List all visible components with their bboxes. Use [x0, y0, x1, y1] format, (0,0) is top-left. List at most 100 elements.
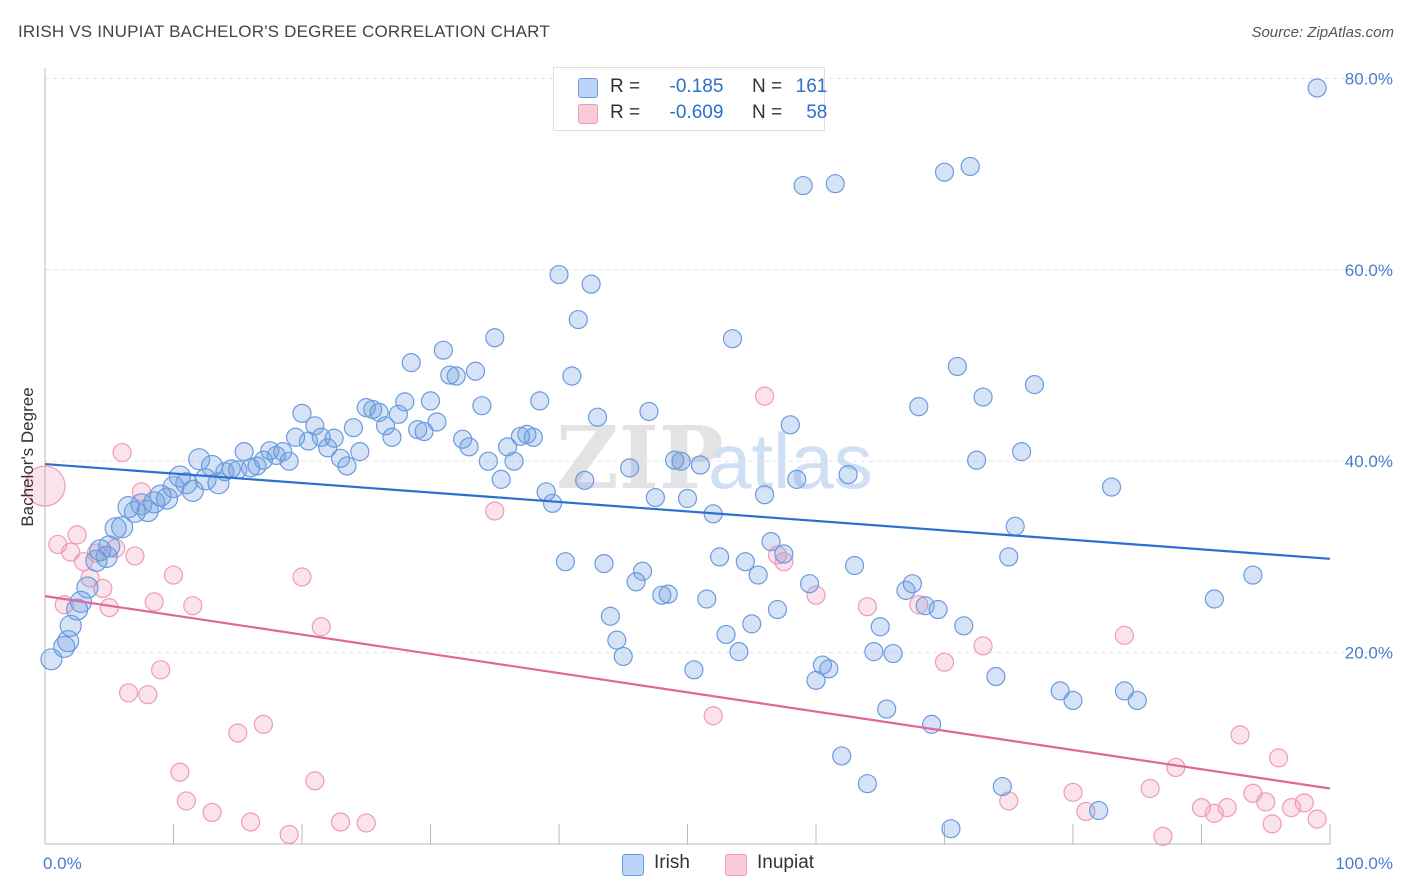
irish-point	[1050, 681, 1070, 701]
irish-point	[1011, 442, 1032, 462]
irish-point	[104, 517, 127, 540]
irish-point	[761, 531, 781, 552]
irish-point	[181, 479, 204, 502]
inupiat-point	[1307, 809, 1327, 829]
bottom-inupiat-label: Inupiat	[757, 852, 815, 873]
irish-point	[568, 309, 588, 330]
irish-point	[575, 470, 595, 490]
irish-point	[1204, 589, 1224, 609]
irish-point	[143, 491, 166, 514]
irish-point	[188, 448, 211, 471]
inupiat-point	[330, 812, 351, 832]
irish-point	[1089, 800, 1109, 821]
watermark-zip: ZIP	[556, 408, 724, 509]
inupiat-r-label: R =	[610, 102, 641, 123]
inupiat-point	[183, 596, 203, 616]
bottom-irish-swatch	[622, 854, 644, 876]
irish-point	[658, 584, 678, 604]
irish-r-label: R =	[610, 76, 641, 97]
inupiat-point	[228, 723, 248, 743]
watermark: ZIP atlas	[556, 408, 873, 509]
inupiat-point	[93, 578, 113, 599]
irish-point	[285, 427, 306, 447]
inupiat-r-value: -0.609	[669, 102, 724, 123]
irish-point	[1127, 690, 1147, 711]
irish-point	[76, 576, 99, 599]
irish-point	[607, 630, 627, 650]
inupiat-point	[1268, 748, 1289, 768]
inupiat-point	[61, 542, 81, 562]
inupiat-point	[485, 501, 505, 521]
irish-point	[498, 437, 518, 457]
trend-lines	[44, 462, 1331, 790]
inupiat-point	[176, 791, 196, 811]
irish-point	[453, 429, 473, 449]
irish-point	[89, 539, 112, 562]
irish-point	[960, 156, 980, 177]
correlation-legend: R = -0.185 N = 161 R = -0.609 N = 58	[553, 67, 827, 131]
inupiat-point	[356, 813, 376, 833]
inupiat-point	[1140, 778, 1160, 799]
irish-point	[864, 642, 884, 662]
irish-point	[671, 451, 691, 471]
inupiat-point	[754, 386, 775, 406]
irish-point	[523, 427, 543, 447]
irish-point	[697, 589, 717, 609]
inupiat-point	[292, 567, 312, 587]
irish-point	[440, 365, 460, 385]
irish-point	[992, 776, 1012, 797]
inupiat-point	[1262, 814, 1282, 834]
irish-point	[542, 493, 563, 513]
irish-point	[780, 415, 800, 435]
x-tick-label-min: 0.0%	[43, 854, 82, 873]
irish-point	[472, 396, 492, 416]
irish-point	[735, 552, 755, 572]
irish-point	[909, 397, 929, 417]
irish-point	[665, 450, 685, 470]
legend-text-inupiat: R = -0.609 N = 58	[610, 102, 827, 124]
irish-point	[1101, 477, 1122, 497]
bottom-inupiat-swatch	[725, 854, 747, 876]
irish-point	[684, 660, 704, 680]
legend-text-irish: R = -0.185 N = 161	[610, 76, 827, 98]
y-axis-label: Bachelor's Degree	[18, 387, 37, 526]
inupiat-point	[1294, 793, 1314, 813]
irish-point	[273, 442, 293, 462]
irish-point	[395, 392, 415, 412]
irish-point	[626, 572, 646, 592]
inupiat-point	[1217, 798, 1237, 818]
irish-point	[793, 175, 813, 196]
irish-point	[928, 599, 948, 620]
irish-point	[549, 264, 569, 285]
inupiat-point	[170, 762, 190, 782]
irish-point	[504, 451, 524, 471]
irish-point	[337, 456, 357, 476]
irish-swatch	[578, 78, 598, 98]
inupiat-swatch	[578, 104, 598, 124]
irish-point	[774, 544, 794, 564]
irish-point	[382, 427, 402, 447]
irish-n-value: 161	[795, 76, 828, 97]
inupiat-point	[774, 552, 794, 572]
irish-point	[870, 617, 890, 637]
irish-point	[110, 516, 134, 539]
inupiat-point	[163, 565, 184, 585]
irish-point	[639, 401, 659, 422]
irish-point	[1005, 516, 1025, 536]
y-tick-label-60: 60.0%	[1345, 261, 1393, 280]
irish-point	[594, 553, 614, 574]
irish-point	[485, 328, 505, 348]
grid-lines	[45, 77, 1390, 654]
y-tick-label-20: 20.0%	[1345, 644, 1393, 663]
irish-point	[954, 616, 974, 636]
x-tick-label-max: 100.0%	[1335, 854, 1393, 873]
irish-point	[722, 329, 743, 349]
irish-trend-line	[44, 462, 1331, 560]
irish-point	[168, 465, 192, 488]
irish-point	[1024, 375, 1045, 395]
irish-point	[234, 442, 254, 462]
axes	[44, 68, 1331, 845]
inupiat-n-value: 58	[806, 102, 828, 123]
irish-point	[716, 624, 736, 645]
